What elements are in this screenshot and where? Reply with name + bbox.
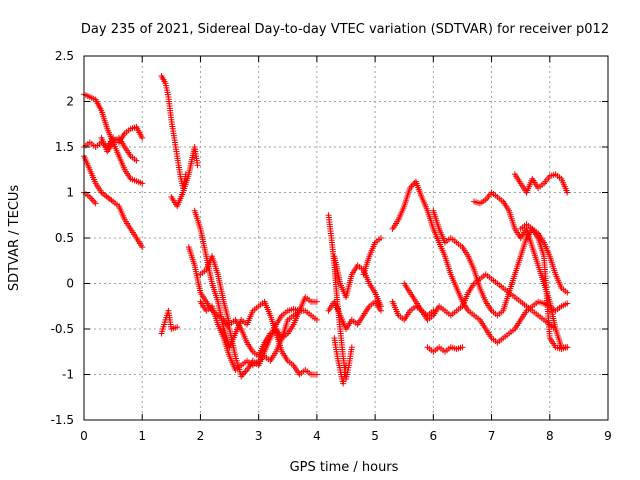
series-trace-24 [511,171,571,196]
x-tick-label: 7 [488,429,496,443]
series-trace-4 [81,153,146,251]
data-point-marker [139,244,146,251]
axis-ticks: 0 1 2 3 4 5 6 7 8 9 -1.5 -1 -0.5 0 0.5 1 1.5 2 2.5 [51,49,612,443]
x-tick-label: 5 [371,429,379,443]
data-point-marker [348,344,355,351]
data-point-marker [133,157,140,164]
y-tick-label: 0 [66,277,74,291]
data-point-marker [564,189,571,196]
x-tick-label: 3 [255,429,263,443]
data-point-marker [313,298,320,305]
series-trace-5 [98,134,140,164]
chart-title: Day 235 of 2021, Sidereal Day-to-day VTE… [81,22,609,37]
y-tick-label: 0.5 [55,231,74,245]
series-trace-11 [197,253,320,360]
y-tick-label: -0.5 [51,322,74,336]
y-tick-label: 2 [66,95,74,109]
series-trace-14 [331,335,349,387]
data-point-marker [313,316,320,323]
x-tick-label: 9 [604,429,612,443]
data-point-marker [92,200,99,207]
y-tick-label: 2.5 [55,49,74,63]
series-trace-7 [158,307,181,337]
x-tick-label: 0 [80,429,88,443]
series-trace-21 [430,207,571,319]
x-tick-label: 8 [546,429,554,443]
x-tick-label: 6 [430,429,438,443]
data-point-marker [377,303,384,310]
data-point-marker [194,162,201,169]
data-point-marker [139,134,146,141]
y-tick-label: -1.5 [51,413,74,427]
data-point-marker [296,307,303,314]
series-trace-25 [517,221,571,353]
x-tick-label: 4 [313,429,321,443]
y-tick-label: -1 [62,368,74,382]
series-trace-15 [325,298,384,332]
data-point-marker [174,324,181,331]
data-point-marker [564,289,571,296]
series-trace-12 [197,298,303,373]
x-tick-label: 2 [197,429,205,443]
x-tick-label: 1 [138,429,146,443]
data-point-marker [343,362,349,369]
data-point-marker [377,235,384,241]
series-trace-10 [191,207,320,378]
data-point-marker [564,300,571,307]
series-trace-22 [424,344,466,355]
data-point-marker [564,344,571,351]
y-axis-title: SDTVAR / TECUs [7,185,22,292]
data-point-marker [313,371,320,378]
series-trace-6 [158,73,189,191]
x-axis-title: GPS time / hours [290,460,399,475]
series-trace-17 [360,235,384,278]
series-trace-19 [389,178,571,346]
data-point-marker [459,344,466,351]
series-trace-8 [168,144,201,210]
y-tick-label: 1 [66,186,74,200]
y-tick-label: 1.5 [55,140,74,154]
data-point-marker [139,180,146,187]
